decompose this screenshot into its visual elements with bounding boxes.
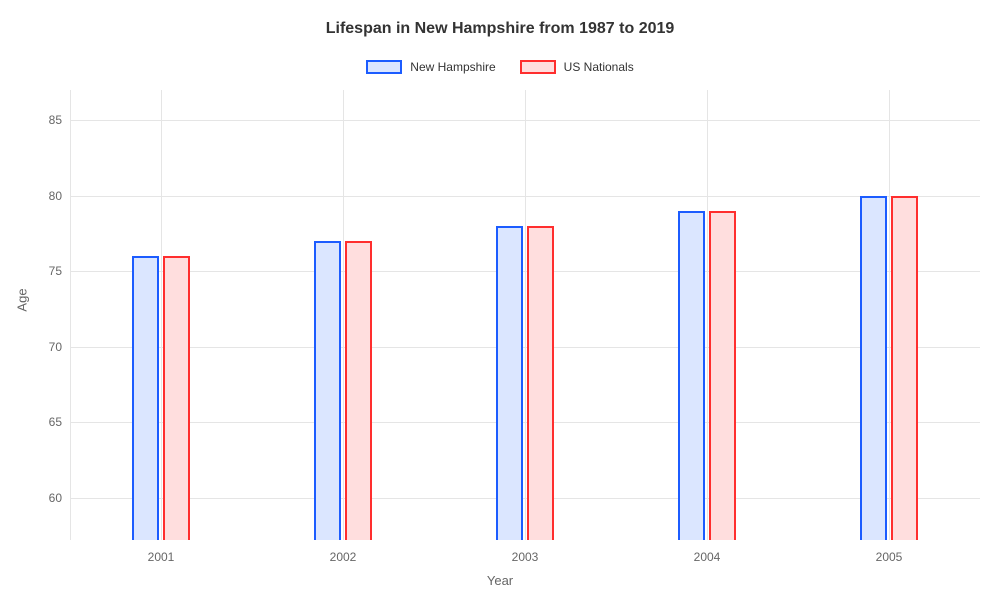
y-tick-label: 65 — [49, 415, 62, 429]
x-tick-label: 2002 — [330, 550, 357, 564]
y-tick-label: 60 — [49, 491, 62, 505]
bar-series-1 — [891, 196, 918, 540]
legend-label-series-0: New Hampshire — [410, 60, 495, 74]
legend: New Hampshire US Nationals — [0, 60, 1000, 74]
x-tick-label: 2003 — [512, 550, 539, 564]
x-tick-label: 2001 — [148, 550, 175, 564]
gridline-vertical — [70, 90, 71, 540]
chart-container: Lifespan in New Hampshire from 1987 to 2… — [0, 0, 1000, 600]
legend-item-series-0: New Hampshire — [366, 60, 495, 74]
y-axis-label: Age — [15, 288, 30, 311]
y-tick-label: 75 — [49, 264, 62, 278]
legend-item-series-1: US Nationals — [520, 60, 634, 74]
x-axis-label: Year — [487, 573, 513, 588]
legend-swatch-series-0 — [366, 60, 402, 74]
bar-series-1 — [527, 226, 554, 540]
y-tick-label: 85 — [49, 113, 62, 127]
legend-label-series-1: US Nationals — [564, 60, 634, 74]
bar-series-0 — [314, 241, 341, 540]
bar-series-0 — [132, 256, 159, 540]
chart-title: Lifespan in New Hampshire from 1987 to 2… — [0, 20, 1000, 38]
bar-series-0 — [496, 226, 523, 540]
y-tick-label: 70 — [49, 340, 62, 354]
x-tick-label: 2005 — [876, 550, 903, 564]
bar-series-1 — [345, 241, 372, 540]
x-tick-label: 2004 — [694, 550, 721, 564]
bar-series-0 — [860, 196, 887, 540]
y-tick-label: 80 — [49, 189, 62, 203]
bar-series-1 — [163, 256, 190, 540]
legend-swatch-series-1 — [520, 60, 556, 74]
bar-series-0 — [678, 211, 705, 540]
bar-series-1 — [709, 211, 736, 540]
plot-area: 60657075808520012002200320042005 — [70, 90, 980, 540]
